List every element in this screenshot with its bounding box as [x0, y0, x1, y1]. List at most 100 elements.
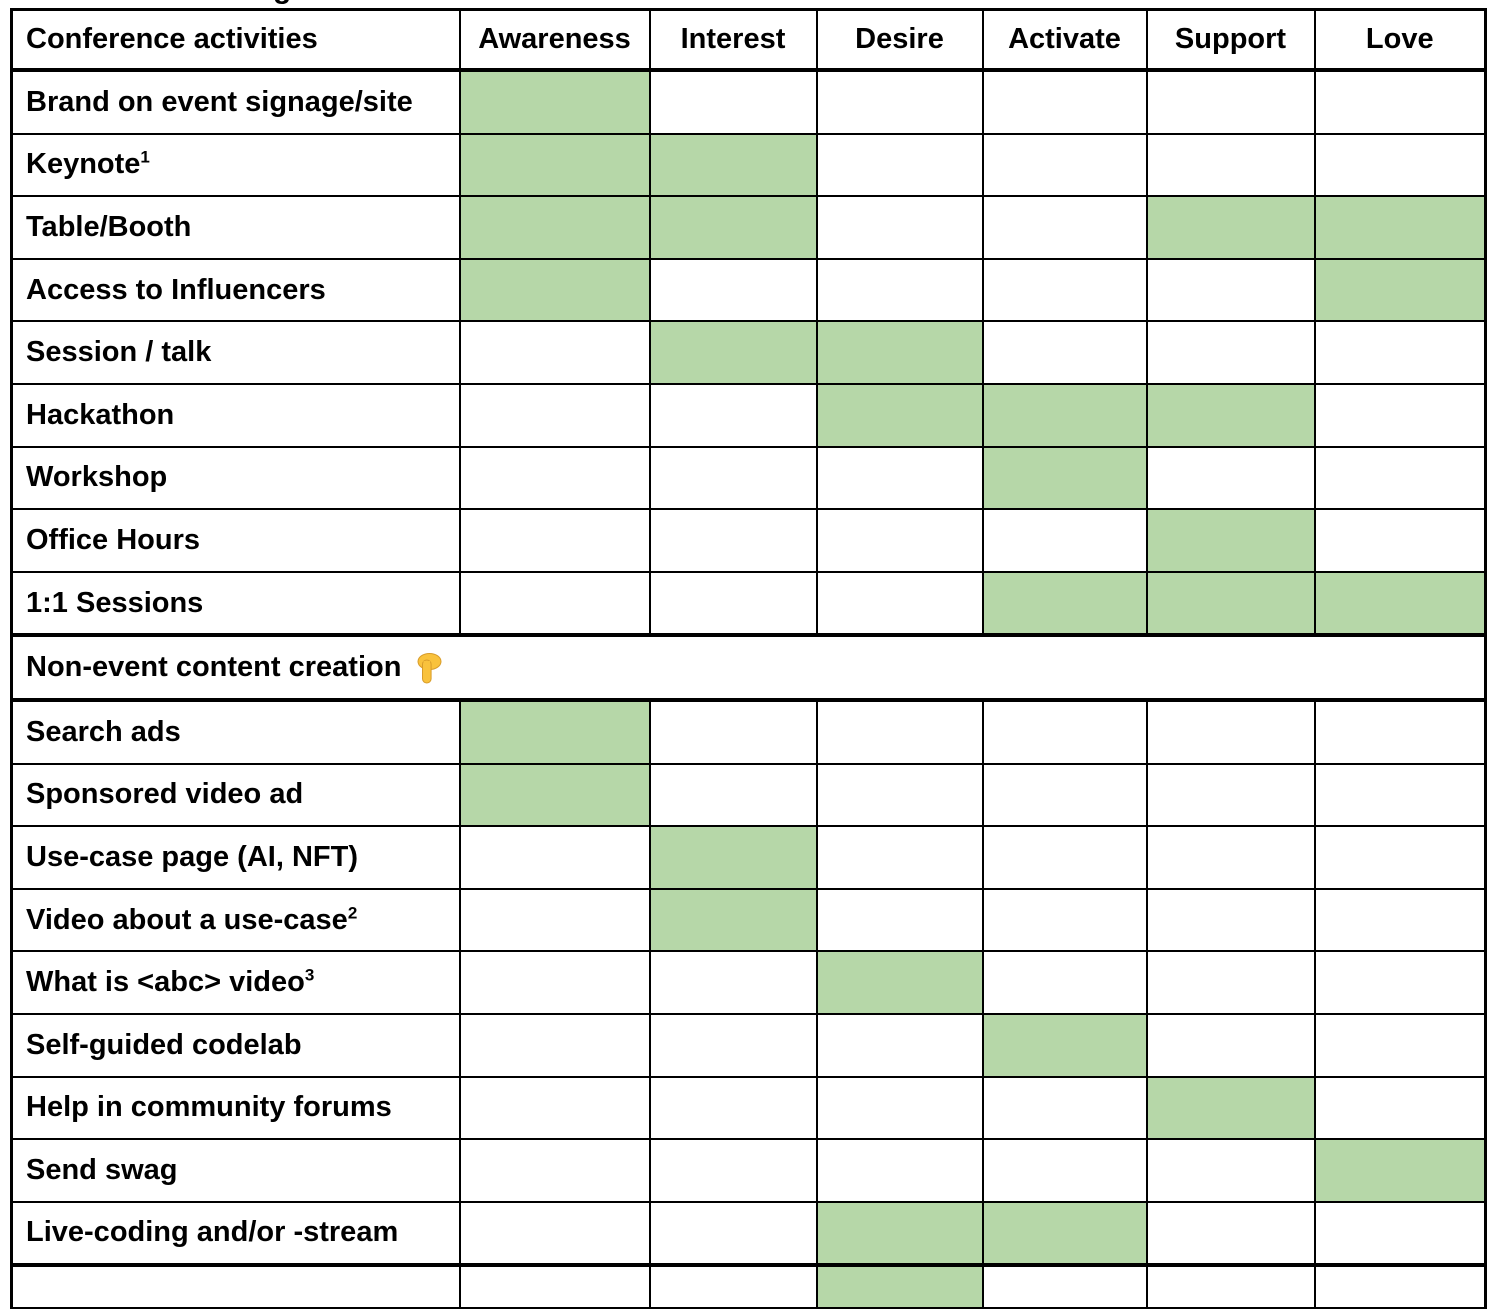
table-row: Video about a use-case2 — [10, 887, 1487, 953]
cell-interest — [648, 1012, 818, 1078]
cell-activate — [981, 698, 1148, 765]
row-label: Office Hours — [26, 523, 201, 556]
cell-awareness — [458, 1012, 651, 1078]
cell-activate — [981, 508, 1148, 573]
cell-desire — [815, 1012, 984, 1078]
cell-interest — [648, 1075, 818, 1141]
column-header-activate: Activate — [981, 8, 1148, 72]
table-row: Hackathon — [10, 382, 1487, 448]
row-label-cell: Use-case page (AI, NFT) — [10, 825, 461, 890]
cell-desire — [815, 257, 984, 323]
cell-love — [1313, 1075, 1487, 1141]
cell-support — [1145, 950, 1316, 1015]
cell-activate — [981, 445, 1148, 511]
row-label: Table/Booth — [26, 210, 192, 243]
column-header-interest: Interest — [648, 8, 818, 72]
cell-love — [1313, 950, 1487, 1015]
cell-desire — [815, 762, 984, 828]
cell-interest — [648, 825, 818, 890]
cell-interest — [648, 698, 818, 765]
cell-interest — [648, 69, 818, 135]
table-row: 1:1 Sessions — [10, 570, 1487, 637]
row-label: Workshop — [26, 461, 168, 494]
row-label: Hackathon — [26, 398, 175, 431]
cell-support — [1145, 69, 1316, 135]
cell-awareness — [458, 257, 651, 323]
cell-interest — [648, 132, 818, 198]
clipped-heading-fragment: g — [0, 0, 1492, 8]
cell-interest — [648, 508, 818, 573]
cell-support — [1145, 1200, 1316, 1267]
cell-activate — [981, 382, 1148, 448]
cell-support — [1145, 825, 1316, 890]
row-label: 1:1 Sessions — [26, 586, 204, 619]
cell-activate — [981, 825, 1148, 890]
cell-love — [1313, 320, 1487, 385]
row-label: Keynote — [26, 148, 141, 181]
cell-support — [1145, 1263, 1316, 1309]
row-label: Brand on event signage/site — [26, 85, 413, 118]
table-body: Brand on event signage/site Keynote1 Table… — [10, 69, 1487, 1309]
row-label: Live-coding and/or -stream — [26, 1216, 399, 1249]
cell-awareness — [458, 1075, 651, 1141]
cell-love — [1313, 1200, 1487, 1267]
cell-interest — [648, 1138, 818, 1203]
cell-activate — [981, 132, 1148, 198]
table-row: Keynote1 — [10, 132, 1487, 198]
cell-awareness — [458, 950, 651, 1015]
row-label-cell: Sponsored video ad — [10, 762, 461, 828]
table-header-row: Conference activities Awareness Interest De… — [10, 8, 1487, 72]
row-label: Self-guided codelab — [26, 1028, 302, 1061]
cell-awareness — [458, 508, 651, 573]
cell-support — [1145, 1075, 1316, 1141]
cell-desire — [815, 382, 984, 448]
cell-love — [1313, 508, 1487, 573]
cell-desire — [815, 320, 984, 385]
cell-desire — [815, 825, 984, 890]
table-row-partial — [10, 1263, 1487, 1309]
clipped-glyph: g — [273, 0, 291, 6]
section-title: Non-event content creation — [26, 651, 402, 684]
table-row: Help in community forums — [10, 1075, 1487, 1141]
cell-activate — [981, 1075, 1148, 1141]
row-label-cell: Live-coding and/or -stream — [10, 1200, 461, 1267]
cell-support — [1145, 132, 1316, 198]
footnote-marker: 2 — [347, 902, 358, 922]
table-row: Search ads — [10, 698, 1487, 765]
cell-interest — [648, 382, 818, 448]
cell-love — [1313, 762, 1487, 828]
cell-love — [1313, 1012, 1487, 1078]
cell-activate — [981, 1012, 1148, 1078]
cell-support — [1145, 887, 1316, 953]
cell-desire — [815, 1200, 984, 1267]
cell-awareness — [458, 887, 651, 953]
cell-desire — [815, 195, 984, 260]
row-label-cell: Office Hours — [10, 508, 461, 573]
row-label-cell: Video about a use-case2 — [10, 887, 461, 953]
cell-activate — [981, 257, 1148, 323]
row-label-cell — [10, 1263, 461, 1309]
cell-desire — [815, 1075, 984, 1141]
cell-support — [1145, 1138, 1316, 1203]
cell-love — [1313, 445, 1487, 511]
cell-love — [1313, 1138, 1487, 1203]
row-label: Help in community forums — [26, 1091, 392, 1124]
section-row: Non-event content creation — [10, 633, 1487, 702]
table-row: Table/Booth — [10, 195, 1487, 260]
cell-desire — [815, 698, 984, 765]
cell-activate — [981, 1200, 1148, 1267]
row-label-cell: Hackathon — [10, 382, 461, 448]
footnote-marker: 1 — [140, 147, 150, 167]
row-label-cell: Access to Influencers — [10, 257, 461, 323]
column-header-love: Love — [1313, 8, 1487, 72]
cell-activate — [981, 1263, 1148, 1309]
cell-awareness — [458, 825, 651, 890]
cell-love — [1313, 195, 1487, 260]
row-label-cell: Help in community forums — [10, 1075, 461, 1141]
cell-activate — [981, 887, 1148, 953]
cell-awareness — [458, 132, 651, 198]
cell-desire — [815, 950, 984, 1015]
table-row: Access to Influencers — [10, 257, 1487, 323]
cell-interest — [648, 320, 818, 385]
row-label: Use-case page (AI, NFT) — [26, 840, 358, 873]
